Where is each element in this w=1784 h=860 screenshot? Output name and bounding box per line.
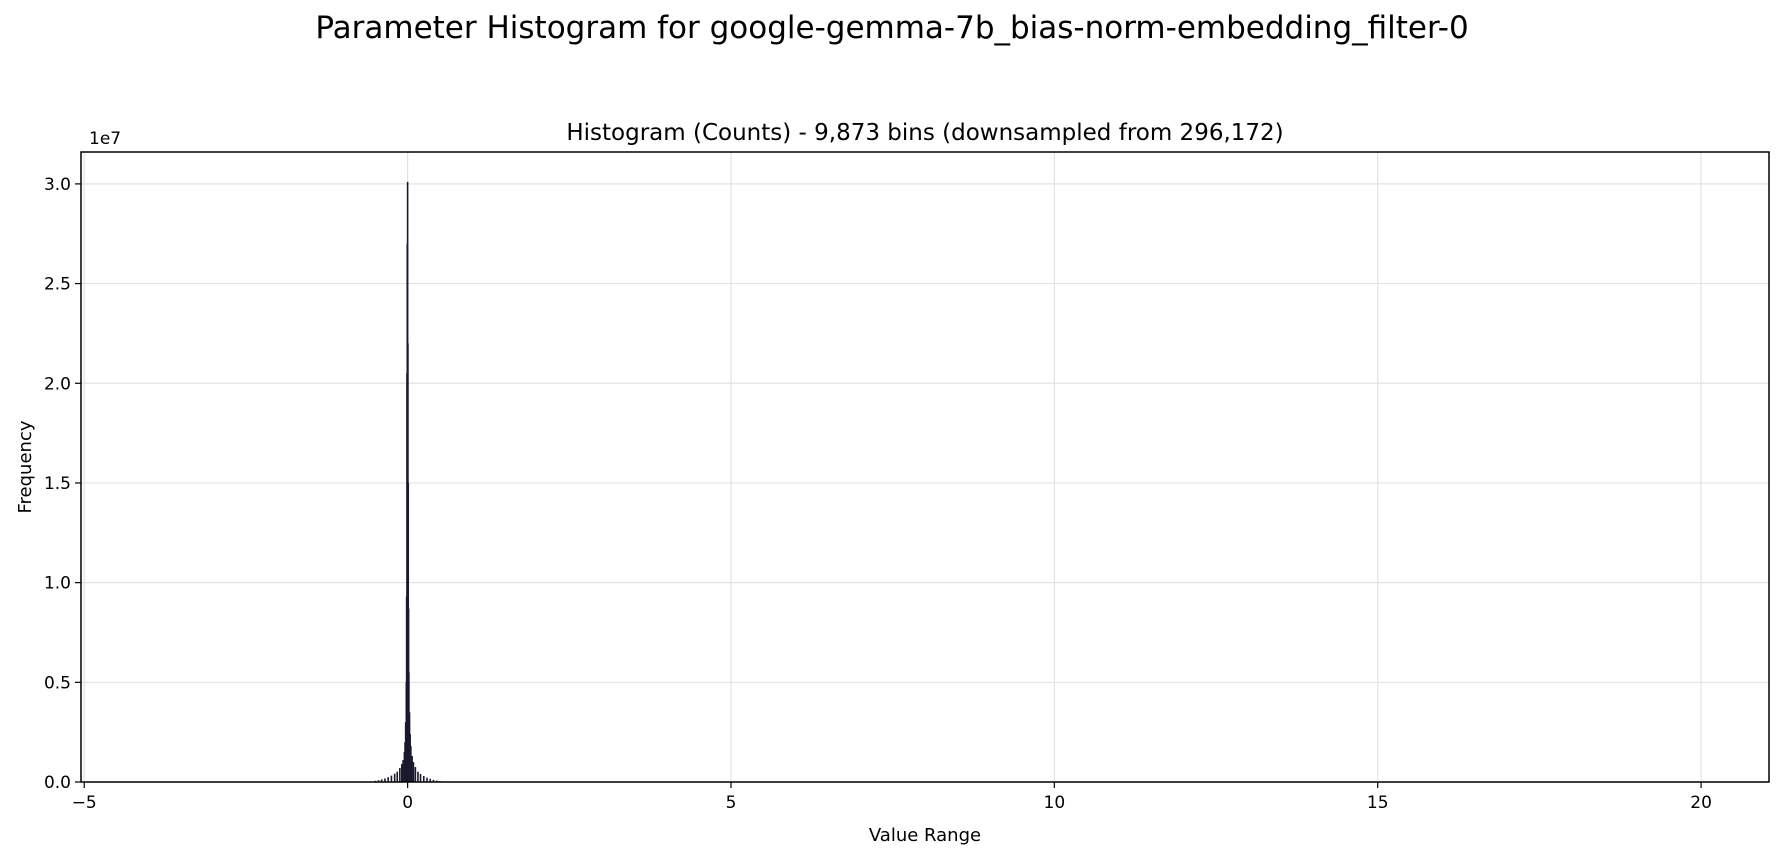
histogram-bar [390, 775, 393, 782]
y-axis-label: Frequency [15, 420, 36, 513]
histogram-bar [411, 756, 413, 782]
histogram-bar [377, 780, 380, 782]
y-tick-label: 1.5 [44, 474, 71, 494]
x-tick-label: −5 [72, 793, 97, 813]
grid-lines [81, 152, 1769, 783]
x-tick-label: 20 [1690, 793, 1712, 813]
histogram-bar [380, 779, 383, 782]
x-tick-label: 15 [1367, 793, 1389, 813]
y-tick-label: 3.0 [44, 175, 71, 195]
histogram-bar [419, 774, 422, 782]
histogram-bar [417, 771, 419, 782]
histogram-bar [396, 771, 399, 782]
y-tick-label: 0.5 [44, 673, 71, 693]
histogram-bar [399, 768, 401, 782]
y-tick-label: 2.0 [44, 374, 71, 394]
axis-ticks: −5 0 5 10 15 20 0.0 0.5 1.0 1.5 2.0 2.5 3.0 [44, 175, 1712, 813]
plot-frame [80, 151, 1770, 783]
histogram-bar [402, 760, 404, 782]
histogram-bar [412, 762, 415, 782]
histogram-bar [410, 746, 412, 782]
histogram-bar [429, 778, 432, 782]
x-tick-label: 0 [402, 793, 413, 813]
histogram-bar [422, 776, 425, 782]
histogram-bar [400, 764, 403, 782]
x-tick-label: 10 [1044, 793, 1066, 813]
y-tick-label: 2.5 [44, 275, 71, 295]
x-axis-label: Value Range [869, 825, 981, 846]
figure-suptitle: Parameter Histogram for google-gemma-7b_… [315, 10, 1469, 46]
histogram-bar [387, 777, 390, 782]
histogram-bar [384, 778, 386, 782]
axes-title: Histogram (Counts) - 9,873 bins (downsam… [566, 120, 1283, 146]
x-tick-label: 5 [726, 793, 737, 813]
y-axis-offset-text: 1e7 [89, 129, 121, 149]
y-tick-label: 1.0 [44, 574, 71, 594]
y-tick-label: 0.0 [44, 773, 71, 793]
histogram-bar [414, 767, 417, 782]
histogram-bars [374, 181, 441, 783]
histogram-bar [426, 777, 428, 782]
histogram-bar [393, 773, 396, 782]
histogram-bar [432, 779, 435, 782]
